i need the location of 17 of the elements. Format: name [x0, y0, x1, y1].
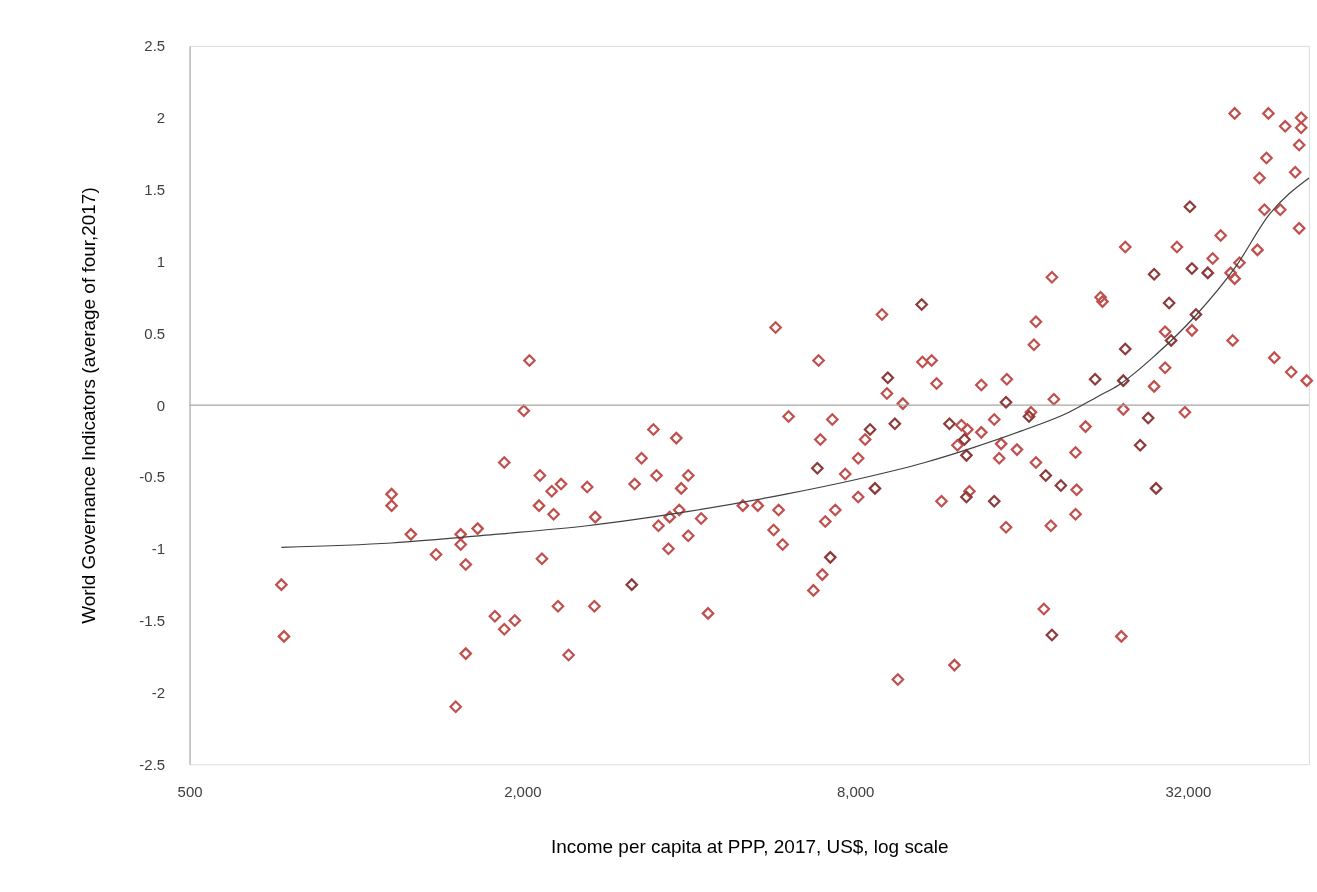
y-tick-label: 0	[156, 396, 166, 414]
y-tick-label: 1.5	[144, 181, 166, 199]
y-tick-label: -2	[151, 683, 166, 701]
y-tick-label: -1	[151, 540, 166, 558]
y-tick-label: -1.5	[139, 612, 166, 630]
y-tick-label: 0.5	[144, 324, 166, 342]
y-tick-label: -0.5	[139, 468, 166, 486]
x-tick-label: 8,000	[836, 782, 875, 800]
x-axis-title: Income per capita at PPP, 2017, US$, log scale	[551, 835, 949, 857]
y-axis-title: World Governance Indicators (average of four,2017)	[78, 187, 100, 624]
y-tick-label: 2.5	[144, 37, 166, 55]
x-tick-label: 2,000	[504, 782, 542, 800]
y-tick-label: 2	[156, 109, 166, 127]
x-tick-label: 500	[177, 782, 203, 800]
y-tick-label: 1	[156, 252, 166, 270]
y-tick-label: -2.5	[139, 755, 166, 773]
x-tick-label: 32,000	[1165, 782, 1212, 800]
